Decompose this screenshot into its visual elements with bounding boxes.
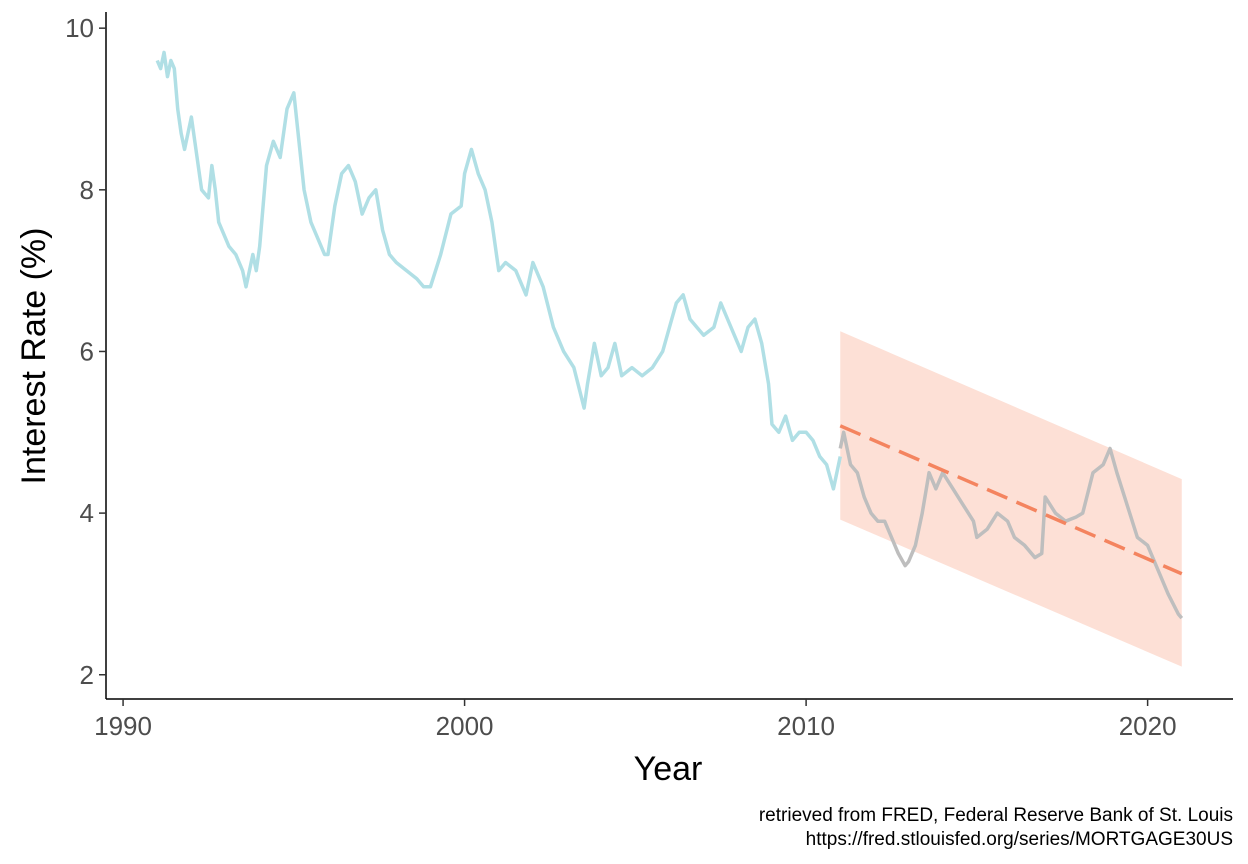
x-tick-label: 2020 [1119,711,1177,741]
y-tick-label: 8 [80,175,94,205]
y-axis-title: Interest Rate (%) [15,228,53,485]
y-tick-label: 2 [80,660,94,690]
x-tick-label: 2000 [436,711,494,741]
x-axis-title: Year [634,750,703,788]
observed-series-line [838,430,1184,620]
prediction-band [840,331,1182,667]
x-tick-label: 1990 [94,711,152,741]
training-series-line [155,50,842,491]
x-axis-ticks: 1990 2000 2010 2020 [94,699,1177,741]
y-tick-label: 4 [80,498,94,528]
y-tick-label: 10 [65,13,94,43]
y-tick-label: 6 [80,336,94,366]
source-caption-line-2: https://fred.stlouisfed.org/series/MORTG… [806,829,1233,850]
source-caption-line-1: retrieved from FRED, Federal Reserve Ban… [759,805,1233,826]
x-tick-label: 2010 [777,711,835,741]
y-axis-ticks: 2 4 6 8 10 [65,13,106,690]
plot-area [155,50,1184,667]
